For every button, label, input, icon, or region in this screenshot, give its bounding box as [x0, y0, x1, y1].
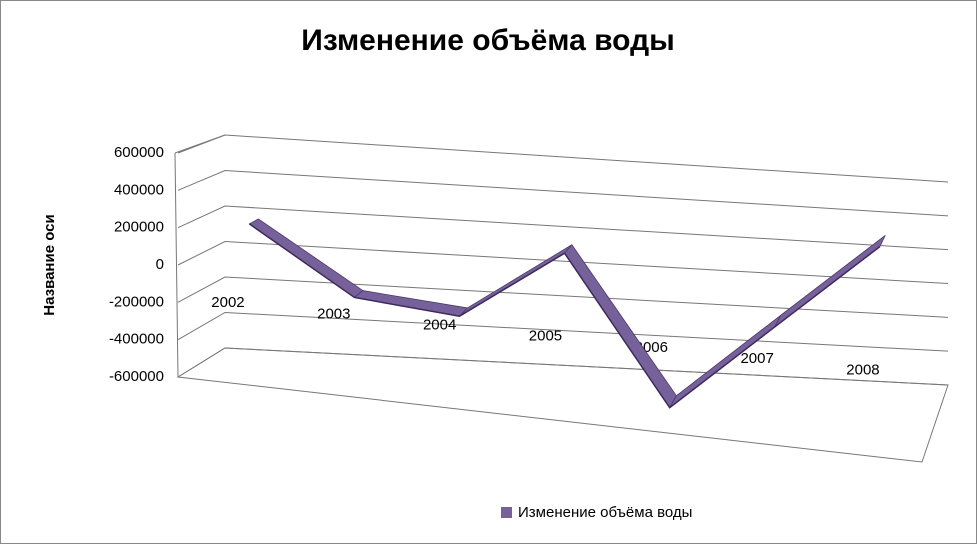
- x-tick-label: 2003: [317, 305, 350, 322]
- legend-label: Изменение объёма воды: [518, 504, 692, 521]
- y-tick-label: 200000: [114, 219, 164, 236]
- grid-line: [177, 205, 949, 251]
- x-tick-label: 2004: [423, 316, 456, 333]
- grid-line: [177, 240, 949, 284]
- legend-swatch: [501, 507, 512, 518]
- y-tick-label: -200000: [109, 293, 164, 310]
- grid-line: [177, 311, 949, 352]
- y-tick-label: -600000: [109, 368, 164, 385]
- line: [248, 223, 881, 409]
- chart-title: Изменение объёма воды: [301, 24, 674, 57]
- grid-line: [177, 169, 949, 217]
- side-wall-edge: [174, 152, 179, 378]
- x-tick-label: 2008: [846, 361, 879, 378]
- x-tick-label: 2005: [529, 328, 562, 345]
- x-tick-label: 2007: [740, 350, 773, 367]
- grid-line: [177, 276, 949, 318]
- x-tick-label: 2002: [211, 294, 244, 311]
- y-tick-label: 600000: [114, 144, 164, 161]
- y-tick-label: 400000: [114, 181, 164, 198]
- grid-line: [177, 134, 949, 183]
- y-tick-label: -400000: [109, 331, 164, 348]
- y-tick-label: 0: [156, 256, 164, 273]
- y-axis-label: Название оси: [41, 214, 58, 316]
